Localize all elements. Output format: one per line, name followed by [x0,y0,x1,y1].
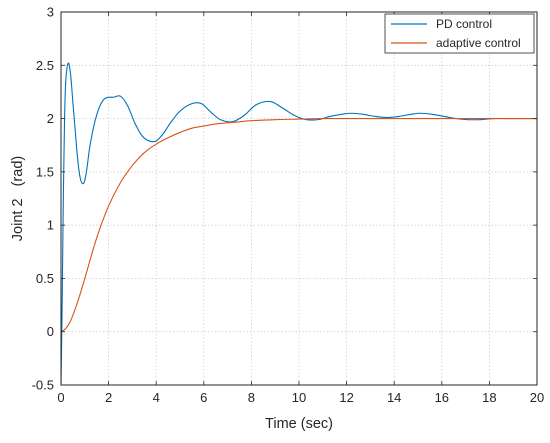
x-tick-label: 4 [153,390,160,405]
legend-label-pd-control: PD control [436,17,492,31]
x-tick-label: 16 [435,390,449,405]
x-tick-label: 18 [482,390,496,405]
legend-label-adaptive-control: adaptive control [436,36,521,50]
legend: PD control adaptive control [384,13,535,54]
x-tick-label: 10 [292,390,306,405]
x-axis-label: Time (sec) [265,416,333,432]
y-tick-label: 1 [47,218,54,233]
x-tick-labels: 0 2 4 6 8 10 12 14 16 18 20 [57,390,544,405]
x-tick-label: 2 [105,390,112,405]
x-tick-label: 12 [339,390,353,405]
y-tick-labels: -0.5 0 0.5 1 1.5 2 2.5 3 [32,5,54,393]
x-tick-label: 8 [248,390,255,405]
series-line-pd-control [60,62,537,386]
y-tick-label: 3 [47,5,54,20]
x-tick-label: 14 [387,390,401,405]
y-tick-label: 0.5 [36,271,54,286]
series-line-adaptive-control [60,117,537,333]
y-tick-label: 0 [47,324,54,339]
y-tick-label: 2.5 [36,58,54,73]
y-tick-label: 1.5 [36,164,54,179]
series-group [60,62,537,386]
x-tick-label: 0 [57,390,64,405]
tick-marks [60,11,538,386]
y-tick-label: -0.5 [32,378,54,393]
y-axis-label: Joint 2 (rad) [10,156,26,241]
legend-box [384,13,535,54]
y-tick-label: 2 [47,111,54,126]
x-tick-label: 6 [200,390,207,405]
x-tick-label: 20 [530,390,544,405]
